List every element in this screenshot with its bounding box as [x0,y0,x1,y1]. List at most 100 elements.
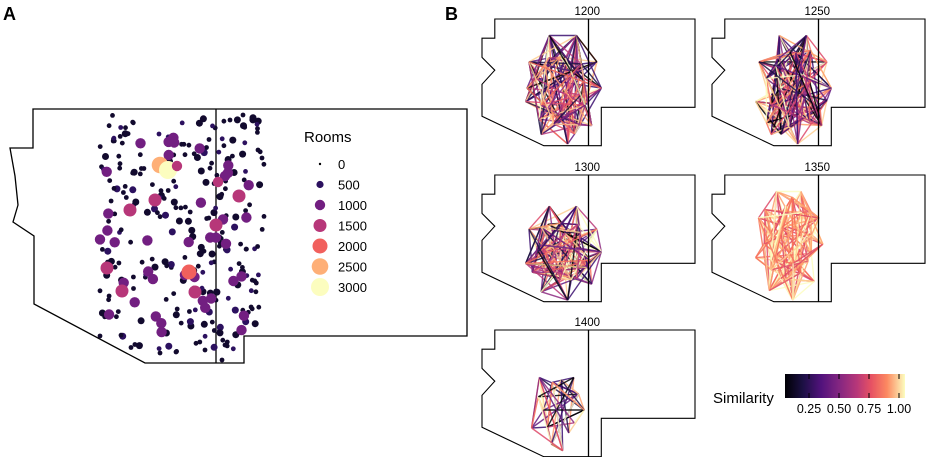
site-point [247,202,253,208]
site-point [157,214,163,220]
site-point [187,209,193,215]
site-point [207,165,213,171]
site-point [116,260,122,266]
network-edge [755,257,772,271]
site-point [128,239,134,245]
site-point [137,171,143,177]
network-edge [577,224,602,253]
site-point [121,190,126,195]
site-point [171,291,177,296]
rooms-legend-key [311,258,329,275]
site-point [123,195,129,200]
network-edge [548,206,559,271]
network-edge [765,78,772,105]
network-edges [530,376,585,452]
site-point [100,261,114,275]
site-point [161,196,167,201]
network-edge [755,101,768,124]
site-point [197,339,203,345]
site-point [255,147,261,153]
site-point [201,248,207,254]
site-point [187,309,192,314]
network-edge [560,379,585,411]
site-point [149,256,155,262]
site-point [168,228,176,236]
site-point [178,205,184,211]
network-edge [553,94,582,125]
network-edge [757,191,778,219]
network-edge [778,34,807,59]
site-point [202,347,208,353]
site-point [100,247,105,252]
site-point [238,310,250,321]
site-point [162,211,169,219]
network-edge [765,49,812,124]
network-edge [546,377,575,428]
network-edge [758,61,776,67]
network-edge [776,190,793,198]
site-point [94,234,106,245]
site-point [219,230,225,235]
site-point [219,136,225,142]
network-edge [531,427,564,452]
network-edge [775,191,812,254]
site-point [130,170,136,176]
network-edge [534,57,550,79]
network-edge [540,227,572,281]
site-point [143,208,151,216]
network-edge [544,64,555,125]
network-edge [770,234,813,271]
site-point [163,297,169,302]
network-edge [810,253,815,282]
site-points [94,112,267,363]
network-edge [525,262,587,269]
network-edge [540,35,578,135]
site-point [232,189,246,203]
site-point [261,161,267,167]
site-point [204,145,209,150]
site-point [204,216,210,221]
network-edge [770,126,790,136]
site-point [216,329,224,337]
network-edge [528,34,577,63]
site-point [112,264,118,270]
similarity-map-title: 1300 [575,162,601,174]
network-edge [579,87,602,126]
site-point [139,166,144,171]
site-point [208,260,214,266]
network-edge [526,61,598,89]
site-point [197,167,205,175]
site-point [256,181,264,189]
site-point [255,244,260,249]
network-edge [792,191,802,301]
network-edge [791,196,803,213]
site-point [222,342,228,348]
network-edge [574,61,598,135]
site-point [112,211,118,217]
site-point [117,161,123,167]
site-point [128,345,134,350]
network-edge [775,51,791,67]
site-point [230,346,236,352]
network-edge [757,217,773,238]
site-point [236,261,242,266]
network-edge [528,228,569,301]
site-point [243,246,249,252]
site-point [229,136,237,144]
network-edge [771,237,782,279]
site-point [137,317,145,325]
network-edge [550,377,575,445]
network-edge [789,35,808,127]
network-edge [764,209,783,228]
rooms-legend-label: 0 [338,157,345,172]
site-point [173,184,179,190]
colorbar-gradient [785,374,905,398]
site-point [241,212,252,223]
site-point [108,198,114,204]
site-point [156,326,167,338]
site-point [193,340,199,346]
site-point [205,293,217,304]
network-edge [566,224,579,301]
